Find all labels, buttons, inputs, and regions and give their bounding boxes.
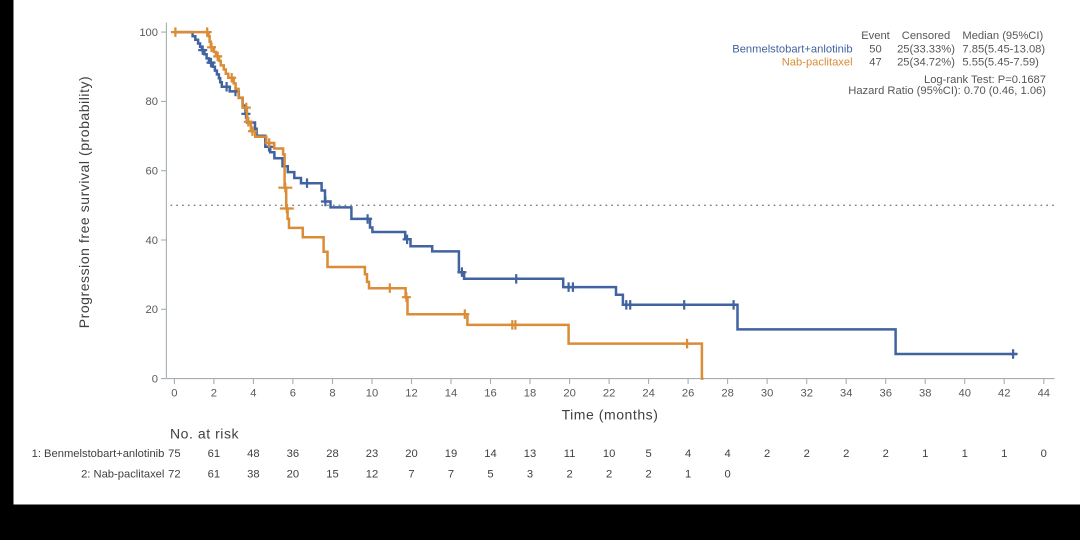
svg-text:7: 7 bbox=[448, 469, 454, 481]
svg-text:14: 14 bbox=[445, 388, 457, 400]
svg-text:5.55(5.45-7.59): 5.55(5.45-7.59) bbox=[962, 57, 1039, 69]
svg-text:38: 38 bbox=[919, 388, 931, 400]
svg-text:12: 12 bbox=[405, 388, 417, 400]
svg-text:12: 12 bbox=[366, 469, 378, 481]
svg-text:0: 0 bbox=[1041, 448, 1047, 460]
svg-text:14: 14 bbox=[484, 448, 496, 460]
svg-text:Censored: Censored bbox=[902, 30, 951, 42]
svg-text:16: 16 bbox=[484, 388, 496, 400]
svg-text:25(33.33%): 25(33.33%) bbox=[897, 44, 955, 56]
svg-text:48: 48 bbox=[247, 448, 259, 460]
svg-text:Benmelstobart+anlotinib: Benmelstobart+anlotinib bbox=[732, 44, 852, 56]
svg-text:1: Benmelstobart+anlotinib: 1: Benmelstobart+anlotinib bbox=[32, 448, 165, 460]
svg-text:18: 18 bbox=[524, 388, 536, 400]
svg-text:75: 75 bbox=[168, 448, 180, 460]
svg-text:3: 3 bbox=[527, 469, 533, 481]
svg-text:15: 15 bbox=[326, 469, 338, 481]
svg-text:8: 8 bbox=[329, 388, 335, 400]
svg-text:40: 40 bbox=[146, 235, 158, 247]
svg-text:2: 2 bbox=[606, 469, 612, 481]
svg-text:42: 42 bbox=[998, 388, 1010, 400]
svg-text:0: 0 bbox=[171, 388, 177, 400]
svg-text:2: 2 bbox=[764, 448, 770, 460]
svg-text:44: 44 bbox=[1038, 388, 1050, 400]
svg-text:0: 0 bbox=[724, 469, 730, 481]
svg-text:Event: Event bbox=[861, 30, 890, 42]
svg-text:38: 38 bbox=[247, 469, 259, 481]
svg-text:2: 2 bbox=[211, 388, 217, 400]
svg-text:36: 36 bbox=[879, 388, 891, 400]
svg-text:50: 50 bbox=[869, 44, 881, 56]
svg-text:4: 4 bbox=[685, 448, 691, 460]
svg-text:7: 7 bbox=[408, 469, 414, 481]
svg-text:20: 20 bbox=[146, 304, 158, 316]
svg-text:Time (months): Time (months) bbox=[562, 407, 659, 423]
svg-text:40: 40 bbox=[958, 388, 970, 400]
svg-text:22: 22 bbox=[603, 388, 615, 400]
svg-text:2: 2 bbox=[843, 448, 849, 460]
svg-text:60: 60 bbox=[146, 166, 158, 178]
svg-text:6: 6 bbox=[290, 388, 296, 400]
svg-text:72: 72 bbox=[168, 469, 180, 481]
svg-text:Median (95%CI): Median (95%CI) bbox=[962, 30, 1043, 42]
svg-text:1: 1 bbox=[1001, 448, 1007, 460]
svg-text:Nab-paclitaxel: Nab-paclitaxel bbox=[782, 57, 853, 69]
svg-text:36: 36 bbox=[287, 448, 299, 460]
svg-text:20: 20 bbox=[405, 448, 417, 460]
svg-text:2: Nab-paclitaxel: 2: Nab-paclitaxel bbox=[81, 469, 164, 481]
svg-text:32: 32 bbox=[800, 388, 812, 400]
svg-text:10: 10 bbox=[366, 388, 378, 400]
svg-text:28: 28 bbox=[326, 448, 338, 460]
svg-text:25(34.72%): 25(34.72%) bbox=[897, 57, 955, 69]
svg-text:30: 30 bbox=[761, 388, 773, 400]
svg-text:2: 2 bbox=[566, 469, 572, 481]
svg-text:Hazard Ratio (95%CI): 0.70 (0.: Hazard Ratio (95%CI): 0.70 (0.46, 1.06) bbox=[848, 85, 1046, 97]
svg-text:2: 2 bbox=[883, 448, 889, 460]
svg-text:28: 28 bbox=[721, 388, 733, 400]
svg-text:20: 20 bbox=[287, 469, 299, 481]
svg-text:5: 5 bbox=[645, 448, 651, 460]
svg-text:5: 5 bbox=[487, 469, 493, 481]
svg-text:7.85(5.45-13.08): 7.85(5.45-13.08) bbox=[962, 44, 1045, 56]
svg-text:Log-rank Test: P=0.1687: Log-rank Test: P=0.1687 bbox=[924, 74, 1046, 86]
svg-text:1: 1 bbox=[685, 469, 691, 481]
svg-text:24: 24 bbox=[642, 388, 654, 400]
svg-text:11: 11 bbox=[564, 448, 576, 460]
svg-text:10: 10 bbox=[603, 448, 615, 460]
svg-text:13: 13 bbox=[524, 448, 536, 460]
svg-text:19: 19 bbox=[445, 448, 457, 460]
svg-text:61: 61 bbox=[208, 469, 220, 481]
svg-text:2: 2 bbox=[804, 448, 810, 460]
svg-text:2: 2 bbox=[645, 469, 651, 481]
svg-text:100: 100 bbox=[139, 27, 158, 39]
svg-text:61: 61 bbox=[208, 448, 220, 460]
svg-text:Progression free survival (pro: Progression free survival (probability) bbox=[76, 76, 92, 329]
svg-text:80: 80 bbox=[146, 96, 158, 108]
svg-text:26: 26 bbox=[682, 388, 694, 400]
svg-text:4: 4 bbox=[724, 448, 730, 460]
svg-text:47: 47 bbox=[869, 57, 881, 69]
svg-text:4: 4 bbox=[250, 388, 256, 400]
svg-text:1: 1 bbox=[922, 448, 928, 460]
svg-text:No. at risk: No. at risk bbox=[170, 426, 240, 442]
svg-text:20: 20 bbox=[563, 388, 575, 400]
svg-text:0: 0 bbox=[152, 373, 158, 385]
svg-text:23: 23 bbox=[366, 448, 378, 460]
svg-text:34: 34 bbox=[840, 388, 852, 400]
svg-text:1: 1 bbox=[962, 448, 968, 460]
